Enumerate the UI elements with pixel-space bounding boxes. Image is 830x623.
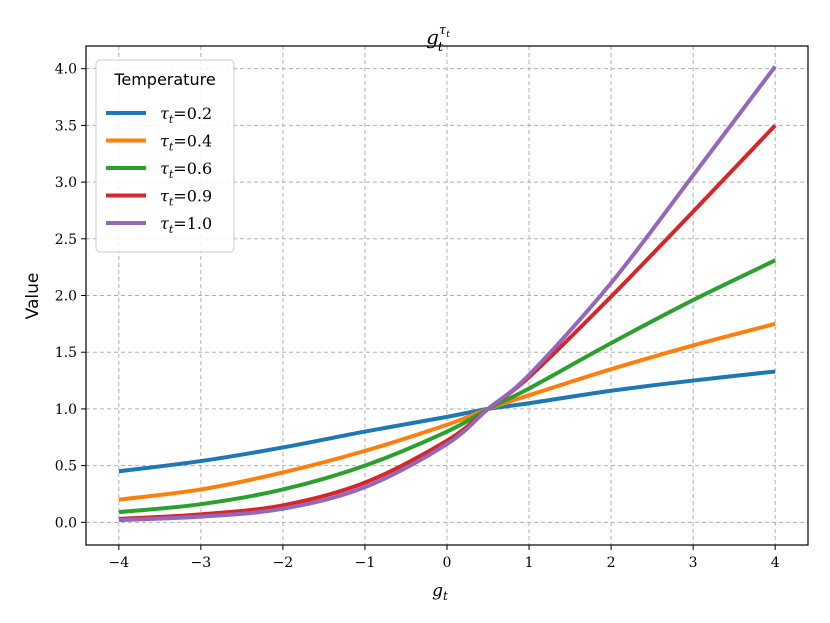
y-tick-label: 3.5 [55,118,77,134]
y-tick-label: 4.0 [55,62,77,78]
x-tick-label: 0 [443,555,452,571]
ticks: −4 −3 −2 −1 0 1 2 3 4 0.0 0.5 1.0 1.5 2.0 2.5 3.0 3.5 4.0 [55,62,780,571]
legend: Temperature τt=0.2 τt=0.4 τt=0.6 τt=0.9 τt=1… [95,59,235,253]
x-tick-label: 1 [525,555,534,571]
y-tick-label: 2.5 [55,232,77,248]
x-tick-label: 2 [607,555,616,571]
x-tick-label: −3 [191,555,212,571]
series-line-5 [118,65,777,523]
legend-label-1: τt=0.2 [160,104,212,126]
x-tick-label: −4 [108,555,129,571]
legend-label-2: τt=0.4 [160,132,212,154]
x-tick-label: 4 [771,555,780,571]
y-axis-label: Value [23,273,43,320]
series-lines [118,65,777,523]
chart-title: gτt t [426,23,450,55]
x-tick-label: 3 [689,555,698,571]
legend-items: τt=0.2 τt=0.4 τt=0.6 τt=0.9 τt=1.0 [106,104,212,236]
y-tick-label: 0.0 [55,515,77,531]
y-tick-label: 0.5 [55,459,77,475]
y-tick-label: 1.0 [55,402,77,418]
legend-label-4: τt=0.9 [160,187,212,209]
y-tick-label: 3.0 [55,175,77,191]
series-line-2 [118,321,776,502]
legend-label-3: τt=0.6 [160,159,212,181]
legend-box [95,59,235,253]
y-tick-label: 1.5 [55,345,77,361]
x-tick-label: −2 [273,555,294,571]
series-line-1 [118,369,776,474]
legend-title: Temperature [113,70,215,89]
x-tick-label: −1 [355,555,376,571]
y-tick-label: 2.0 [55,289,77,305]
series-line-3 [118,258,777,515]
x-axis-label: gt [432,581,448,603]
legend-label-5: τt=1.0 [160,214,212,236]
